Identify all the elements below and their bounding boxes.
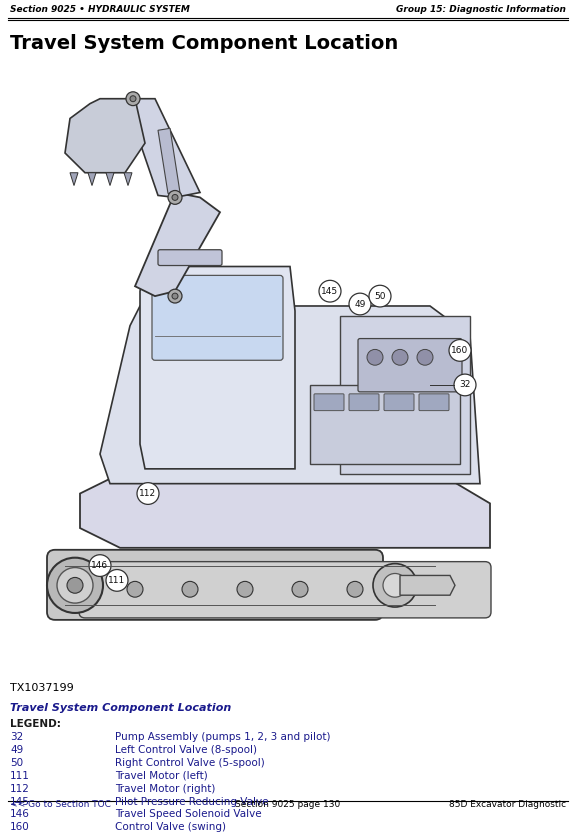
- Circle shape: [449, 339, 471, 361]
- Circle shape: [130, 96, 136, 102]
- FancyBboxPatch shape: [314, 394, 344, 411]
- Polygon shape: [70, 173, 78, 186]
- Circle shape: [319, 280, 341, 302]
- Text: 50: 50: [10, 758, 23, 768]
- Text: Travel Motor (right): Travel Motor (right): [115, 784, 215, 794]
- Polygon shape: [65, 99, 145, 173]
- Circle shape: [168, 191, 182, 205]
- Circle shape: [349, 293, 371, 314]
- Circle shape: [47, 557, 103, 613]
- Circle shape: [172, 293, 178, 299]
- Text: Section 9025 • HYDRAULIC SYSTEM: Section 9025 • HYDRAULIC SYSTEM: [10, 5, 190, 14]
- FancyBboxPatch shape: [419, 394, 449, 411]
- Text: 145: 145: [321, 287, 339, 295]
- Circle shape: [72, 582, 88, 597]
- Text: 146: 146: [10, 810, 30, 820]
- Text: LEGEND:: LEGEND:: [10, 719, 61, 729]
- Circle shape: [126, 92, 140, 106]
- Circle shape: [292, 582, 308, 597]
- Polygon shape: [135, 192, 220, 296]
- Text: Travel Motor (left): Travel Motor (left): [115, 771, 208, 781]
- Circle shape: [392, 349, 408, 365]
- Circle shape: [182, 582, 198, 597]
- Circle shape: [168, 290, 182, 303]
- FancyBboxPatch shape: [340, 316, 470, 473]
- FancyBboxPatch shape: [158, 250, 222, 265]
- Polygon shape: [400, 576, 455, 595]
- Polygon shape: [140, 266, 295, 469]
- Text: 85D Excavator Diagnostic: 85D Excavator Diagnostic: [449, 800, 566, 810]
- Text: 111: 111: [108, 576, 126, 585]
- Circle shape: [67, 577, 83, 593]
- Circle shape: [347, 582, 363, 597]
- Polygon shape: [80, 473, 490, 547]
- Text: << Go to Section TOC: << Go to Section TOC: [10, 800, 111, 810]
- Circle shape: [106, 570, 128, 592]
- Circle shape: [383, 573, 407, 597]
- Text: 112: 112: [139, 489, 157, 498]
- Circle shape: [57, 567, 93, 603]
- Text: 32: 32: [459, 380, 471, 389]
- Text: Pump Assembly (pumps 1, 2, 3 and pilot): Pump Assembly (pumps 1, 2, 3 and pilot): [115, 732, 331, 742]
- Circle shape: [237, 582, 253, 597]
- Circle shape: [373, 563, 417, 607]
- Circle shape: [367, 349, 383, 365]
- Circle shape: [137, 483, 159, 504]
- FancyBboxPatch shape: [152, 275, 283, 360]
- Text: Section 9025 page 130: Section 9025 page 130: [236, 800, 340, 810]
- Text: 146: 146: [92, 561, 108, 570]
- Circle shape: [417, 349, 433, 365]
- Polygon shape: [130, 99, 200, 197]
- Polygon shape: [88, 173, 96, 186]
- Polygon shape: [106, 173, 114, 186]
- Text: 145: 145: [10, 796, 30, 806]
- FancyBboxPatch shape: [79, 562, 491, 618]
- FancyBboxPatch shape: [47, 550, 383, 620]
- Text: 111: 111: [10, 771, 30, 781]
- FancyBboxPatch shape: [384, 394, 414, 411]
- Text: Control Valve (swing): Control Valve (swing): [115, 822, 226, 832]
- Circle shape: [369, 285, 391, 307]
- Text: TX1037199: TX1037199: [10, 683, 74, 693]
- Text: Pilot Pressure Reducing Valve: Pilot Pressure Reducing Valve: [115, 796, 268, 806]
- Polygon shape: [124, 173, 132, 186]
- Text: Group 15: Diagnostic Information: Group 15: Diagnostic Information: [396, 5, 566, 14]
- Polygon shape: [158, 128, 180, 194]
- Text: 32: 32: [10, 732, 23, 742]
- Text: 160: 160: [452, 346, 469, 355]
- Text: 112: 112: [10, 784, 30, 794]
- FancyBboxPatch shape: [349, 394, 379, 411]
- Text: Left Control Valve (8-spool): Left Control Valve (8-spool): [115, 745, 257, 755]
- Text: Travel System Component Location: Travel System Component Location: [10, 703, 231, 713]
- Text: 160: 160: [10, 822, 30, 832]
- Circle shape: [454, 374, 476, 396]
- Text: 49: 49: [10, 745, 23, 755]
- FancyBboxPatch shape: [310, 385, 460, 464]
- FancyBboxPatch shape: [358, 339, 462, 392]
- Text: Right Control Valve (5-spool): Right Control Valve (5-spool): [115, 758, 265, 768]
- Text: 50: 50: [374, 292, 386, 300]
- Circle shape: [89, 555, 111, 577]
- Circle shape: [127, 582, 143, 597]
- Text: 49: 49: [354, 300, 366, 309]
- Text: Travel Speed Solenoid Valve: Travel Speed Solenoid Valve: [115, 810, 262, 820]
- Text: Travel System Component Location: Travel System Component Location: [10, 33, 398, 52]
- Circle shape: [172, 195, 178, 201]
- Polygon shape: [100, 306, 480, 483]
